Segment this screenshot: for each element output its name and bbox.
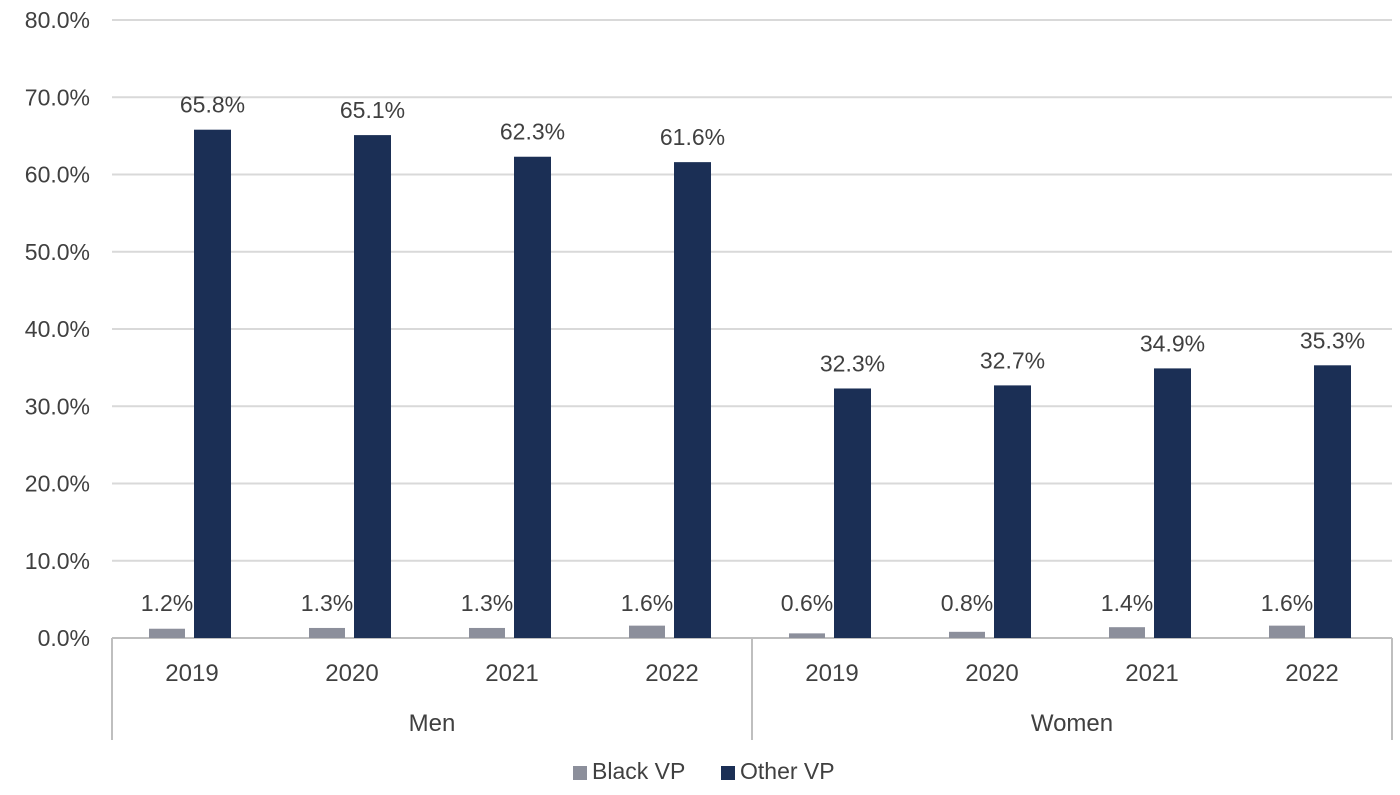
bar-other-vp xyxy=(994,385,1031,638)
data-label-other-vp: 35.3% xyxy=(1300,327,1365,353)
data-label-other-vp: 65.8% xyxy=(180,92,245,118)
data-label-other-vp: 32.7% xyxy=(980,347,1045,373)
data-label-black-vp: 1.6% xyxy=(1261,590,1313,616)
data-label-black-vp: 1.2% xyxy=(141,590,193,616)
bar-black-vp xyxy=(309,627,345,638)
x-group-label: Men xyxy=(409,710,456,737)
data-label-black-vp: 1.4% xyxy=(1101,590,1153,616)
data-label-other-vp: 61.6% xyxy=(660,124,725,150)
bar-black-vp xyxy=(149,628,185,638)
data-label-black-vp: 0.6% xyxy=(781,590,833,616)
y-tick-label: 50.0% xyxy=(25,239,90,265)
legend-swatch-black-vp xyxy=(573,766,587,780)
bar-black-vp xyxy=(469,627,505,638)
legend-label-other-vp: Other VP xyxy=(740,758,835,784)
x-category-label: 2022 xyxy=(645,660,698,687)
data-label-black-vp: 1.3% xyxy=(301,590,353,616)
legend-label-black-vp: Black VP xyxy=(592,758,685,784)
bar-black-vp xyxy=(629,625,665,638)
y-tick-label: 60.0% xyxy=(25,162,90,188)
bar-other-vp xyxy=(834,388,871,638)
y-tick-label: 30.0% xyxy=(25,393,90,419)
bar-other-vp xyxy=(514,156,551,639)
x-category-label: 2022 xyxy=(1285,660,1338,687)
bar-other-vp xyxy=(1314,365,1351,638)
y-tick-label: 20.0% xyxy=(25,471,90,497)
data-label-other-vp: 32.3% xyxy=(820,350,885,376)
x-category-label: 2019 xyxy=(805,660,858,687)
legend-swatch-other-vp xyxy=(721,766,735,780)
y-tick-label: 10.0% xyxy=(25,548,90,574)
data-label-black-vp: 1.6% xyxy=(621,590,673,616)
x-category-label: 2021 xyxy=(1125,660,1178,687)
y-tick-label: 40.0% xyxy=(25,316,90,342)
data-label-other-vp: 62.3% xyxy=(500,119,565,145)
bar-black-vp xyxy=(1269,625,1305,638)
x-category-label: 2020 xyxy=(965,660,1018,687)
y-tick-label: 70.0% xyxy=(25,84,90,110)
y-tick-label: 0.0% xyxy=(38,625,90,651)
x-category-label: 2020 xyxy=(325,660,378,687)
bar-other-vp xyxy=(1154,368,1191,638)
bar-black-vp xyxy=(789,633,825,638)
bar-other-vp xyxy=(194,129,231,638)
y-tick-label: 80.0% xyxy=(25,7,90,33)
bar-other-vp xyxy=(354,135,391,639)
bar-black-vp xyxy=(1109,627,1145,638)
x-category-label: 2021 xyxy=(485,660,538,687)
bar-other-vp xyxy=(674,162,711,638)
data-label-black-vp: 0.8% xyxy=(941,590,993,616)
x-category-label: 2019 xyxy=(165,660,218,687)
bar-black-vp xyxy=(949,631,985,638)
x-group-label: Women xyxy=(1031,710,1113,737)
data-label-other-vp: 65.1% xyxy=(340,97,405,123)
data-label-black-vp: 1.3% xyxy=(461,590,513,616)
data-label-other-vp: 34.9% xyxy=(1140,330,1205,356)
